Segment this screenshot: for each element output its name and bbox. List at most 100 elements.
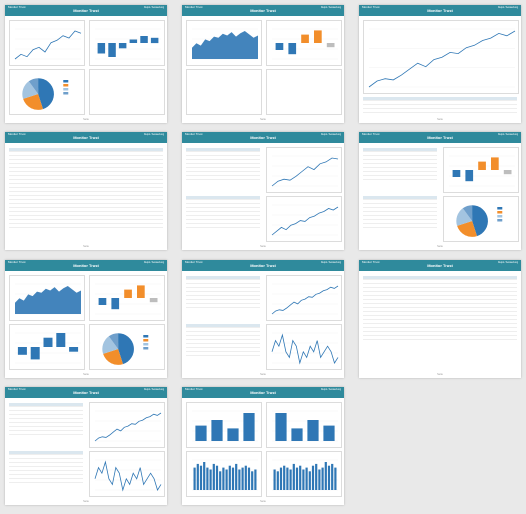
legend-swatch [63,88,69,91]
pie-slice [38,78,54,110]
bar [299,465,302,490]
brand-logo: Monitor Trust [185,5,203,9]
returns-table [363,196,437,228]
table-row [186,176,260,180]
table-row [363,212,437,216]
table-row [363,172,437,176]
bar-chart [15,332,81,364]
table-row [9,467,83,471]
bar [292,463,295,490]
area-chart-panel [9,275,85,321]
brand-logo: Monitor Trust [362,5,380,9]
table-row [363,208,437,212]
page-meta: Depot / Auswertung [497,134,518,136]
table-row [9,212,163,216]
bar [301,34,309,43]
waterfall-chart-panel [89,275,165,321]
bar [307,420,319,441]
dense-bar-chart-panel-2 [266,451,342,497]
page-footer: Seite [437,373,443,376]
bar [465,170,474,182]
bar [302,469,305,490]
page-meta: Depot / Auswertung [320,7,341,9]
table-row [9,220,163,224]
key-figures-table [186,148,260,180]
pie-slice [118,333,134,365]
table-row [186,164,260,168]
brand-logo: Monitor Trust [185,260,203,264]
table-row [9,431,83,435]
line-chart-panel [266,275,342,321]
area-chart [192,28,258,60]
brand-logo: Monitor Trust [8,132,26,136]
bar [305,467,308,490]
table-row [9,208,163,212]
table-row [363,300,517,304]
bar [323,425,335,441]
legend-swatch [497,215,503,218]
legend-swatch [143,347,149,350]
table-row [363,164,437,168]
bar [331,463,334,490]
table-row [363,336,517,340]
bar-chart-panel-2 [266,402,342,448]
page-footer: Seite [260,118,266,121]
returns-table [186,196,260,228]
pie-slice [102,336,119,354]
table-row [9,224,163,228]
key-figures-table [186,276,260,308]
bar [17,347,27,355]
table-row [363,316,517,320]
pie-chart [102,333,149,365]
table-row [363,296,517,300]
line-chart-panel-2 [266,196,342,242]
table-row [363,160,437,164]
series-line [94,412,162,442]
waterfall-chart-panel [266,20,342,66]
table-row [9,419,83,423]
pie-chart-panel [89,324,165,370]
page-footer: Seite [437,118,443,121]
page-footer: Seite [260,500,266,503]
bar [503,170,512,175]
bar [244,465,247,490]
table-row [363,200,437,204]
bar [56,333,66,347]
table-row [186,288,260,292]
table-row [9,479,83,483]
key-figures-table [9,403,83,435]
page-footer: Seite [437,245,443,248]
dense-bar-chart-panel [186,451,262,497]
brand-logo: Monitor Trust [8,5,26,9]
table-row [186,152,260,156]
table-row [186,168,260,172]
table-row [186,336,260,340]
page-header: Monitor Trust Monitor Trust Depot / Ausw… [5,387,167,398]
area-series [15,286,81,314]
table-row [186,148,260,152]
legend-swatch [63,84,69,87]
table-row [9,156,163,160]
table-row [186,220,260,224]
bar [279,467,283,490]
page-title: Monitor Trust [73,390,99,395]
page-meta: Depot / Auswertung [497,262,518,264]
line-chart-panel [89,402,165,448]
bar [291,428,303,441]
table-row [363,148,437,152]
bar [212,463,215,490]
table-row [363,152,437,156]
page-title: Monitor Trust [73,8,99,13]
volatility-chart [94,459,162,492]
table-row [186,352,260,356]
bar [247,467,251,490]
table-row [186,328,260,332]
series-line [271,206,339,236]
bar [193,467,196,490]
area-chart-panel [186,20,262,66]
holdings-table [9,148,163,228]
bar [238,469,241,490]
page-footer: Seite [83,500,89,503]
bar [206,467,209,490]
line-chart [271,283,339,315]
